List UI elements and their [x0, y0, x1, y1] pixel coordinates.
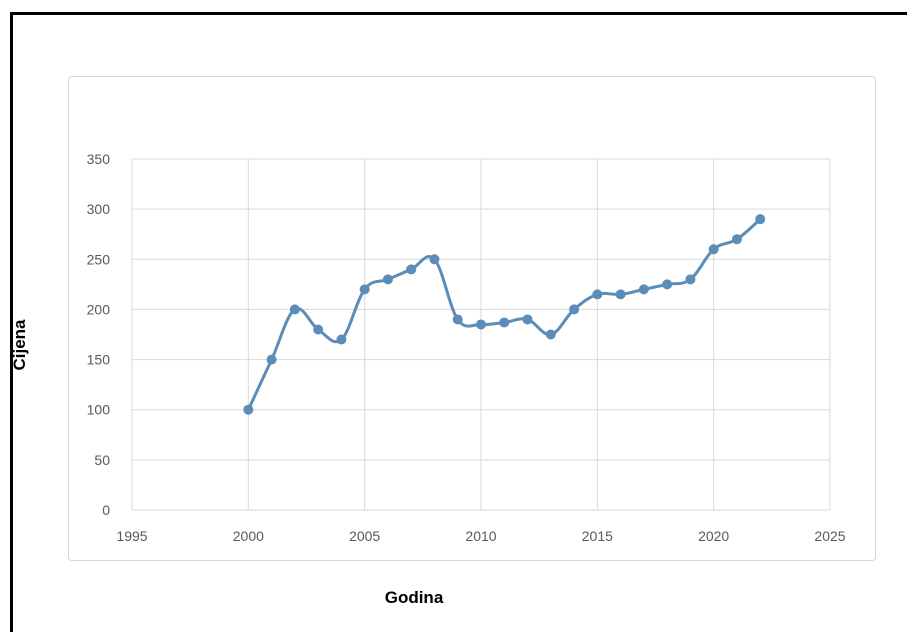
x-tick-label: 2020 — [698, 528, 729, 544]
x-tick-labels: 1995 2000 2005 2010 2015 2020 2025 — [116, 528, 845, 544]
y-tick-label: 150 — [87, 352, 111, 368]
x-tick-label: 2025 — [814, 528, 845, 544]
x-tick-label: 2010 — [465, 528, 496, 544]
y-tick-label: 350 — [87, 151, 111, 167]
data-point — [638, 284, 649, 295]
data-point — [313, 324, 324, 335]
data-point — [545, 329, 556, 340]
y-tick-label: 100 — [87, 402, 111, 418]
data-point — [499, 317, 510, 328]
chart-area — [68, 76, 876, 561]
x-tick-label: 2000 — [233, 528, 264, 544]
figure-frame — [10, 12, 907, 632]
data-point — [592, 289, 603, 300]
data-point — [359, 284, 370, 295]
data-point — [266, 354, 277, 365]
data-point — [406, 264, 417, 275]
data-point — [522, 314, 533, 325]
y-tick-label: 300 — [87, 201, 111, 217]
data-point — [452, 314, 463, 325]
data-point — [289, 304, 300, 315]
y-tick-labels: 0 50 100 150 200 250 300 350 — [87, 151, 111, 518]
x-tick-label: 2015 — [582, 528, 613, 544]
y-axis-title: Cijena — [10, 319, 29, 371]
y-tick-label: 50 — [94, 452, 110, 468]
data-point — [731, 234, 742, 245]
data-point — [429, 254, 440, 265]
data-point — [336, 334, 347, 345]
grid-lines — [131, 158, 831, 511]
y-tick-label: 250 — [87, 251, 111, 267]
series-line — [246, 218, 762, 411]
data-point — [755, 214, 766, 225]
x-tick-label: 1995 — [116, 528, 147, 544]
y-tick-label: 200 — [87, 301, 111, 317]
data-point — [382, 274, 393, 285]
data-point — [569, 304, 580, 315]
data-point — [662, 279, 673, 290]
x-axis-title: Godina — [384, 588, 444, 607]
x-tick-label: 2005 — [349, 528, 380, 544]
data-point — [476, 319, 486, 330]
data-point — [685, 274, 696, 285]
data-points — [243, 214, 766, 415]
data-point — [708, 244, 719, 255]
data-point — [243, 404, 254, 415]
data-point — [615, 289, 626, 300]
y-tick-label: 0 — [102, 502, 110, 518]
